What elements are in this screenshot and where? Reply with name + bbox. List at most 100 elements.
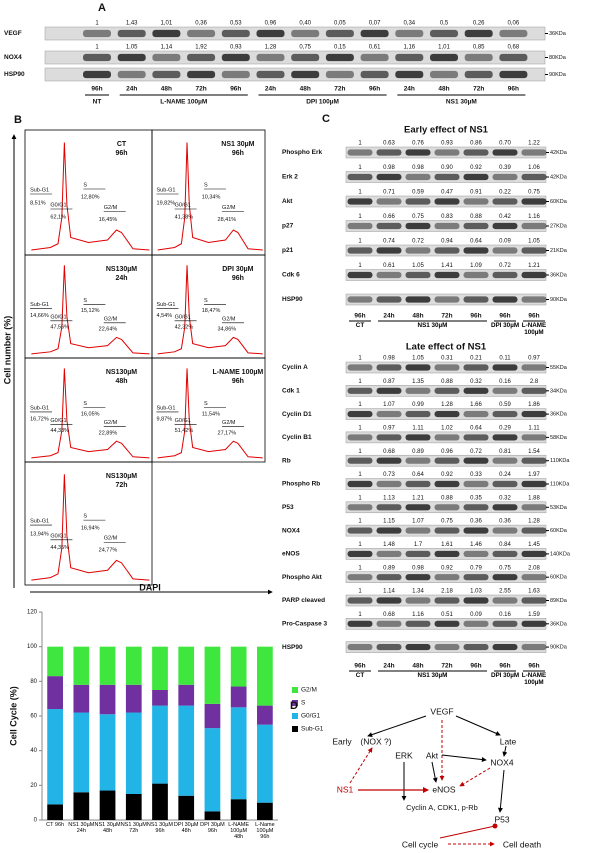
band bbox=[187, 53, 216, 62]
band-value: 0.68 bbox=[383, 449, 395, 455]
band bbox=[347, 364, 373, 371]
blot-label: Cyclin A bbox=[282, 364, 308, 371]
band bbox=[434, 247, 460, 254]
band bbox=[376, 597, 402, 604]
kda-label: 55KDa bbox=[550, 365, 568, 371]
band-value: 1.07 bbox=[383, 402, 395, 408]
bar-segment bbox=[99, 646, 116, 685]
band-value: 1.7 bbox=[414, 542, 423, 548]
band bbox=[405, 149, 431, 156]
band bbox=[376, 149, 402, 156]
band bbox=[405, 574, 431, 581]
lane-label: 48h bbox=[161, 86, 172, 93]
band-value: 0.91 bbox=[470, 190, 482, 196]
lane-label: 96h bbox=[91, 86, 102, 93]
band bbox=[463, 149, 489, 156]
phase-value: 24,77% bbox=[99, 548, 118, 554]
band-value: 0.39 bbox=[499, 165, 511, 171]
band bbox=[256, 29, 285, 38]
band bbox=[405, 387, 431, 394]
band bbox=[521, 574, 547, 581]
blot-label: eNOS bbox=[282, 551, 300, 558]
band bbox=[492, 149, 518, 156]
band-value: 0.93 bbox=[441, 141, 453, 147]
kda-label: 27KDa bbox=[550, 223, 568, 229]
band bbox=[434, 457, 460, 464]
band bbox=[405, 296, 431, 303]
kda-label: 60KDa bbox=[550, 199, 568, 205]
band-value: 0.24 bbox=[499, 472, 511, 478]
y-tick-label: 80 bbox=[30, 679, 37, 685]
phase-value: 47,56% bbox=[50, 324, 69, 330]
phase-value: 16,72% bbox=[30, 417, 49, 423]
band bbox=[405, 173, 431, 181]
band-value: 2.18 bbox=[441, 589, 453, 595]
band-value: 0.75 bbox=[499, 565, 511, 571]
band-value: 0.79 bbox=[470, 565, 482, 571]
band-value: 0.76 bbox=[412, 141, 424, 147]
band bbox=[347, 480, 373, 488]
band-value: 0.16 bbox=[499, 379, 511, 385]
band bbox=[521, 504, 547, 511]
band-value: 1.41 bbox=[441, 263, 453, 269]
phase-name: Sub-G1 bbox=[30, 518, 49, 524]
phase-value: 4,54% bbox=[157, 313, 173, 319]
blot-label: Cyclin B1 bbox=[282, 434, 312, 441]
pathway-node: NS1 bbox=[337, 784, 354, 794]
band bbox=[347, 271, 373, 279]
phase-value: 22,64% bbox=[99, 327, 118, 333]
band bbox=[463, 198, 489, 205]
band bbox=[463, 411, 489, 418]
band bbox=[492, 222, 518, 230]
legend-label: G2/M bbox=[301, 687, 317, 694]
band bbox=[376, 574, 402, 581]
band bbox=[187, 29, 216, 38]
phase-value: 41,38% bbox=[175, 214, 194, 220]
y-tick-label: 100 bbox=[27, 644, 38, 650]
band-value: 0.73 bbox=[383, 472, 395, 478]
histogram-curve bbox=[31, 368, 150, 459]
group-label: CT bbox=[355, 672, 365, 679]
band-value: 0.74 bbox=[383, 239, 395, 245]
phase-value: 16,94% bbox=[81, 525, 100, 531]
bar-segment bbox=[125, 684, 142, 713]
histogram-title: L-NAME 100µM bbox=[213, 369, 264, 376]
band bbox=[405, 527, 431, 534]
band-value: 2.55 bbox=[499, 589, 511, 595]
band bbox=[434, 149, 460, 156]
histogram-title: 24h bbox=[115, 275, 127, 282]
phase-value: 27,17% bbox=[218, 430, 237, 436]
histogram-title: 48h bbox=[115, 378, 127, 385]
bar-segment bbox=[47, 709, 63, 805]
blot-label: VEGF bbox=[4, 30, 22, 37]
bar-segment bbox=[178, 646, 195, 685]
bar-segment bbox=[125, 712, 142, 794]
band bbox=[521, 550, 547, 557]
band bbox=[463, 504, 489, 511]
bar-segment bbox=[99, 790, 116, 820]
histogram-title: 96h bbox=[232, 150, 244, 157]
band bbox=[521, 149, 547, 156]
kda-label: 36KDa bbox=[550, 272, 568, 278]
band bbox=[430, 70, 458, 79]
band-value: 1.03 bbox=[470, 589, 482, 595]
band bbox=[405, 271, 431, 279]
band bbox=[521, 222, 547, 230]
band bbox=[83, 53, 111, 62]
x-tick-label: CT 96h bbox=[46, 822, 65, 828]
lane-label: 96h bbox=[470, 663, 481, 670]
group-label: CT bbox=[355, 322, 365, 329]
bar-segment bbox=[152, 646, 168, 690]
band-value: 0.35 bbox=[470, 495, 482, 501]
phase-value: 8,51% bbox=[30, 201, 46, 207]
band bbox=[434, 411, 460, 418]
histogram-title: 96h bbox=[232, 378, 244, 385]
band bbox=[492, 574, 518, 581]
band bbox=[463, 457, 489, 464]
band bbox=[395, 29, 424, 38]
band bbox=[291, 53, 320, 62]
phase-name: Sub-G1 bbox=[30, 187, 49, 193]
phase-name: S bbox=[83, 182, 87, 188]
lane-label: 72h bbox=[334, 86, 345, 93]
band-value: 0.98 bbox=[412, 165, 424, 171]
